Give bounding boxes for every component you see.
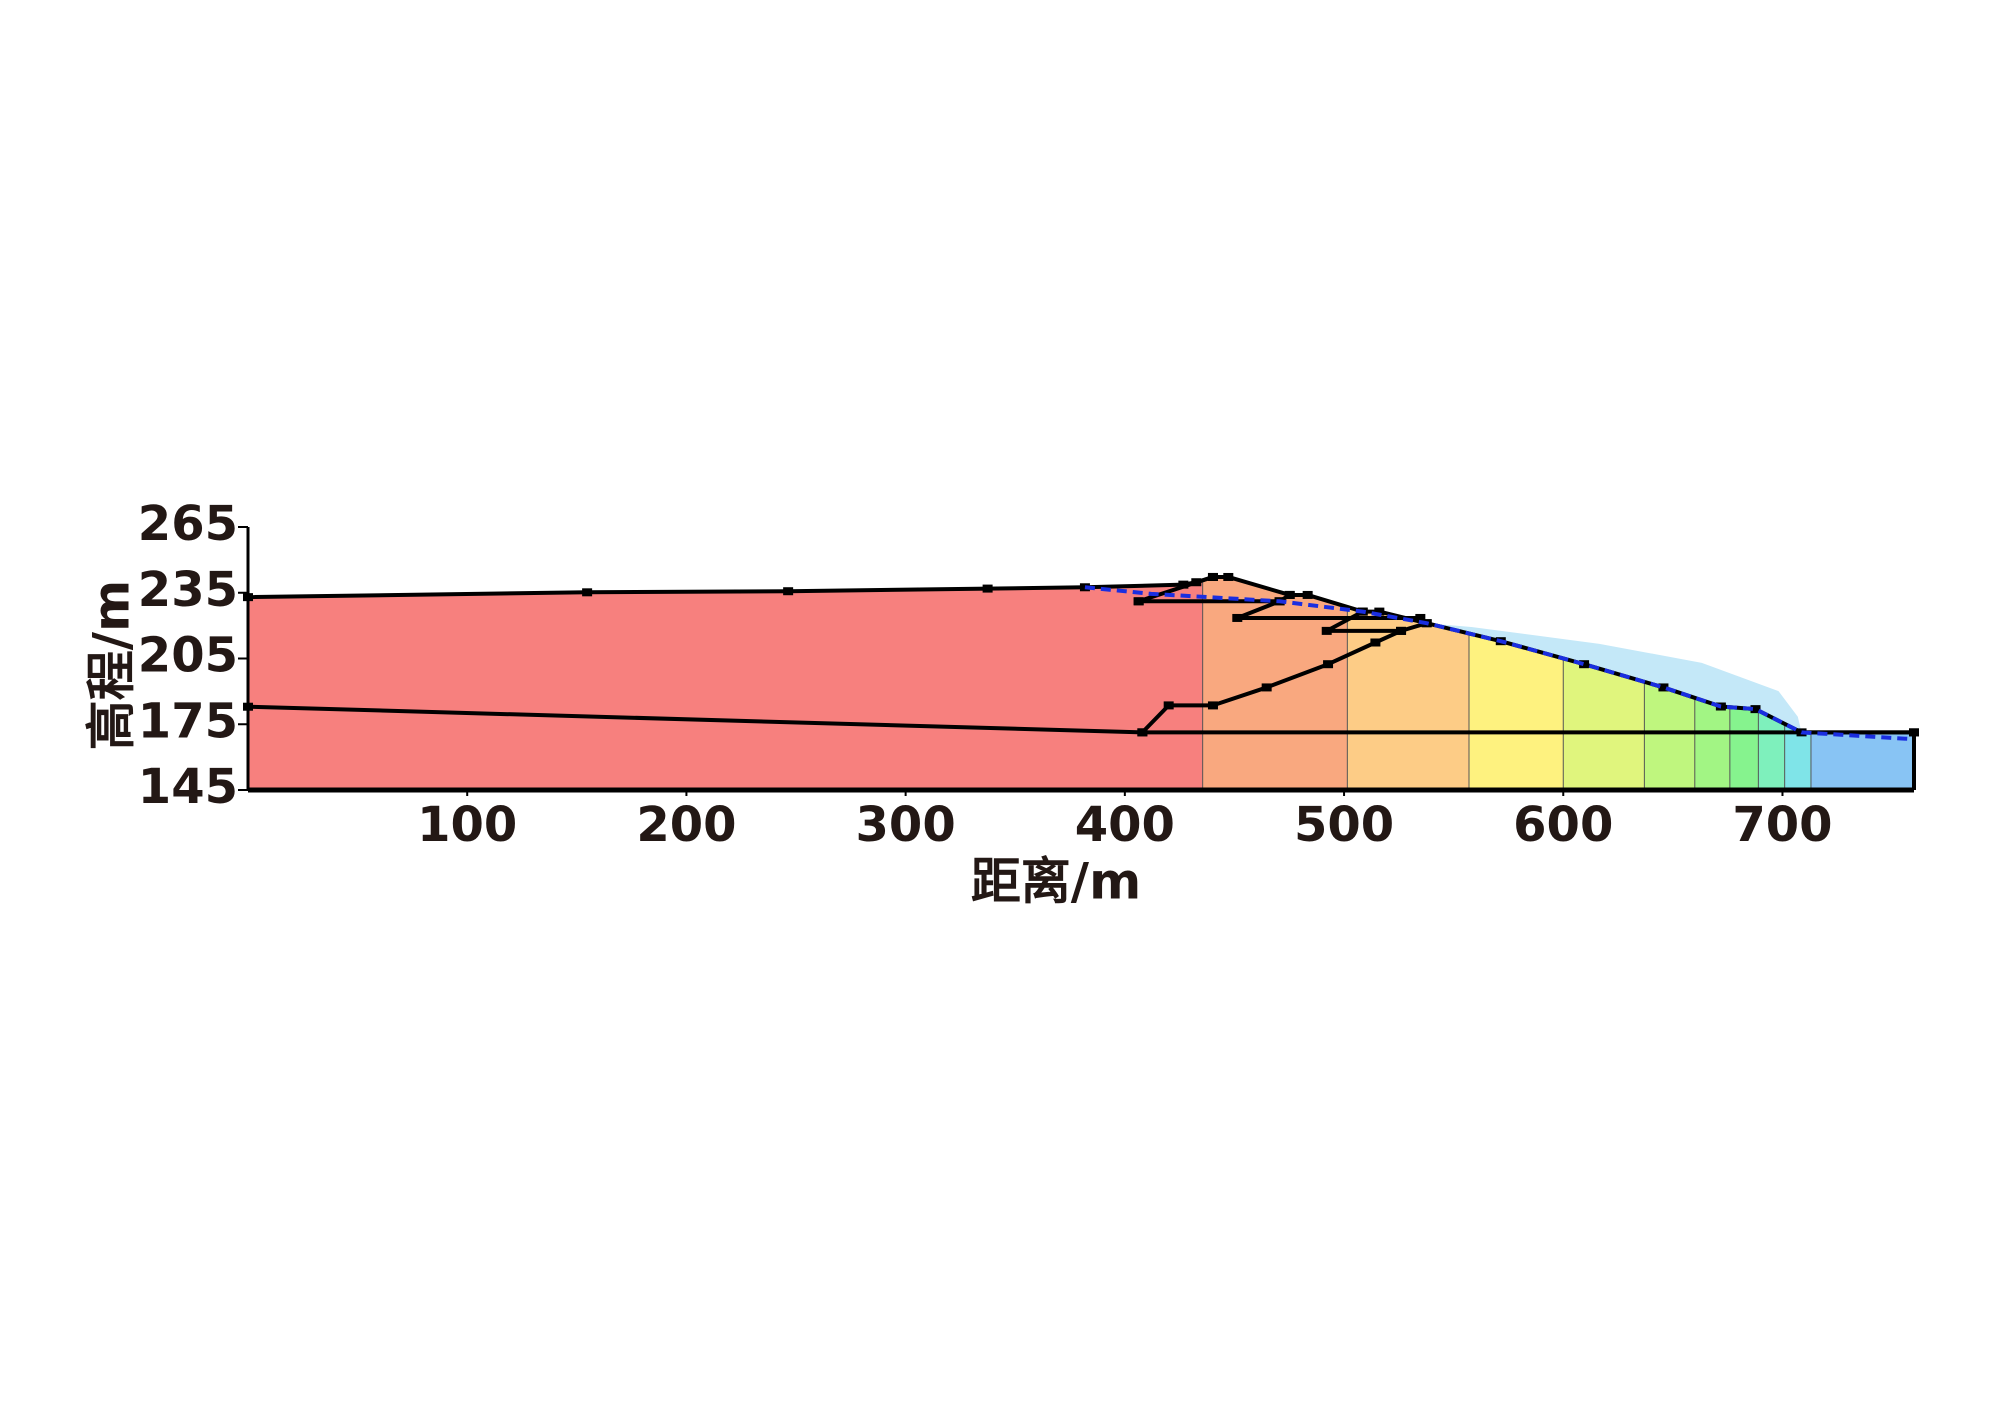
vertex-marker xyxy=(1191,578,1202,587)
vertex-marker xyxy=(1261,683,1272,692)
vertex-marker xyxy=(1137,728,1148,737)
vertex-marker xyxy=(1396,626,1407,635)
x-tick-label: 700 xyxy=(1732,797,1832,853)
x-tick-label: 300 xyxy=(856,797,956,853)
contour-bands xyxy=(248,576,1914,790)
vertex-marker xyxy=(1302,590,1313,599)
vertex-marker xyxy=(1374,607,1385,616)
vertex-marker xyxy=(1750,705,1761,714)
vertex-marker xyxy=(1207,572,1218,581)
contour-band xyxy=(1758,576,1785,790)
y-axis-label: 高程/m xyxy=(83,580,141,750)
x-axis-label: 距离/m xyxy=(971,853,1141,911)
vertex-marker xyxy=(1323,660,1334,669)
vertex-marker xyxy=(783,587,794,596)
phreatic-line xyxy=(1084,585,1914,742)
layer: 145 175 205 235 265 100 200 300 400 500 600 700 xyxy=(138,496,1919,853)
x-tick-label: 100 xyxy=(417,797,517,853)
contour-band xyxy=(1694,576,1730,790)
x-tick-label: 600 xyxy=(1513,797,1613,853)
vertex-marker xyxy=(1133,597,1144,606)
vertex-marker xyxy=(1370,638,1381,647)
contour-band xyxy=(1202,576,1348,790)
x-tick-label: 200 xyxy=(636,797,736,853)
vertex-marker xyxy=(1579,660,1590,669)
vertex-marker xyxy=(1223,572,1234,581)
x-tick-label: 500 xyxy=(1294,797,1394,853)
vertex-marker xyxy=(982,584,993,593)
y-tick-label: 265 xyxy=(138,496,238,552)
vertex-marker xyxy=(1284,590,1295,599)
y-tick-label: 235 xyxy=(138,562,238,618)
vertex-marker xyxy=(1163,701,1174,710)
vertex-marker xyxy=(582,588,593,597)
vertex-marker xyxy=(1415,613,1426,622)
y-tick-label: 175 xyxy=(138,693,238,749)
vertex-marker xyxy=(1207,701,1218,710)
contour-band xyxy=(1784,576,1811,790)
vertex-marker xyxy=(1232,613,1243,622)
seepage-zone xyxy=(1426,623,1802,733)
vertex-marker xyxy=(1178,580,1189,589)
contour-band xyxy=(1644,576,1695,790)
contour-band xyxy=(1810,576,1914,790)
contour-band xyxy=(1729,576,1759,790)
y-tick-label: 145 xyxy=(138,759,238,815)
contour-band xyxy=(248,576,1203,790)
vertex-marker xyxy=(1321,626,1332,635)
x-tick-label: 400 xyxy=(1075,797,1175,853)
y-tick-label: 205 xyxy=(138,628,238,684)
vertex-marker xyxy=(1658,683,1669,692)
